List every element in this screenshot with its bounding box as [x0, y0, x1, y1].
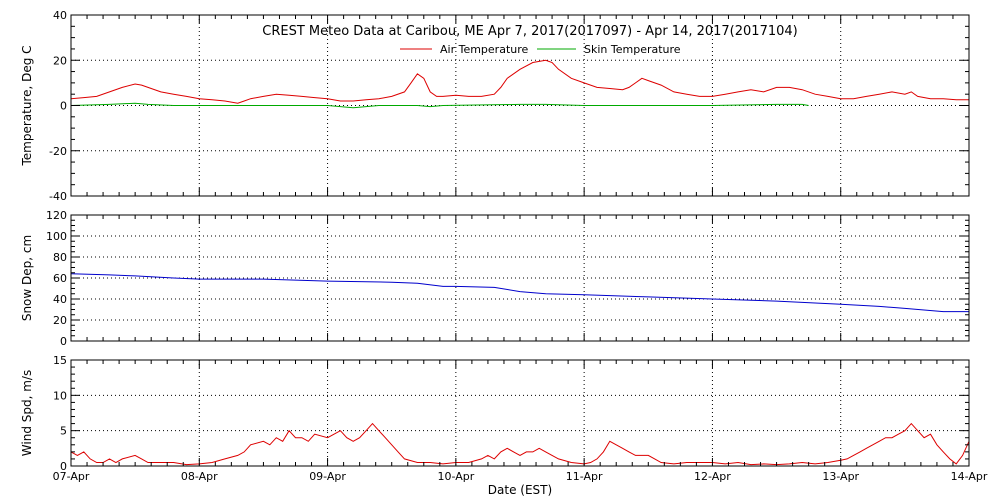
y-tick-label: 20	[53, 54, 67, 67]
legend-label: Skin Temperature	[584, 43, 681, 56]
series-line-air-temperature	[70, 59, 969, 104]
y-tick-label: 0	[60, 100, 67, 113]
x-tick-label: 08-Apr	[181, 470, 218, 483]
y-tick-label: 20	[53, 314, 67, 327]
legend-label: Air Temperature	[440, 43, 529, 56]
series-line-panel3	[70, 422, 970, 466]
y-axis-label: Temperature, Deg C	[20, 45, 34, 166]
y-tick-label: -20	[49, 145, 67, 158]
x-tick-label: 10-Apr	[437, 470, 474, 483]
x-axis-label: Date (EST)	[488, 483, 552, 497]
x-tick-label: 07-Apr	[53, 470, 90, 483]
plot-frame	[70, 359, 970, 467]
y-tick-label: 100	[46, 230, 67, 243]
series-line-panel2	[70, 273, 969, 313]
y-tick-label: 10	[53, 389, 67, 402]
panel-3: 0 5 10 15 Wind Spd, m/s	[20, 354, 970, 473]
y-tick-label: 40	[53, 293, 67, 306]
panel-2: 0 20 40 60 80 100 120 Snow Dep, cm	[20, 209, 970, 348]
y-tick-label: 15	[53, 354, 67, 367]
y-tick-label: 0	[60, 335, 67, 348]
y-axis-label: Wind Spd, m/s	[20, 370, 34, 456]
y-tick-label: 80	[53, 251, 67, 264]
y-tick-label: 120	[46, 209, 67, 222]
x-tick-label: 11-Apr	[566, 470, 603, 483]
panel-1: -40 -20 0 20 40 Temperature, Deg C Air Tempera…	[20, 9, 970, 203]
y-tick-label: 60	[53, 272, 67, 285]
x-tick-label: 13-Apr	[822, 470, 859, 483]
legend: Air Temperature Skin Temperature	[400, 43, 681, 56]
x-tick-label: 14-Apr	[951, 470, 988, 483]
y-tick-label: 5	[60, 425, 67, 438]
y-tick-label: 40	[53, 9, 67, 22]
y-tick-label: -40	[49, 190, 67, 203]
y-tick-label: 0	[60, 460, 67, 473]
chart-title: CREST Meteo Data at Caribou, ME Apr 7, 2…	[262, 24, 797, 39]
y-axis-label: Snow Dep, cm	[20, 235, 34, 321]
series-line-skin-temperature	[70, 102, 809, 109]
x-tick-label: 12-Apr	[694, 470, 731, 483]
x-tick-label: 09-Apr	[309, 470, 346, 483]
